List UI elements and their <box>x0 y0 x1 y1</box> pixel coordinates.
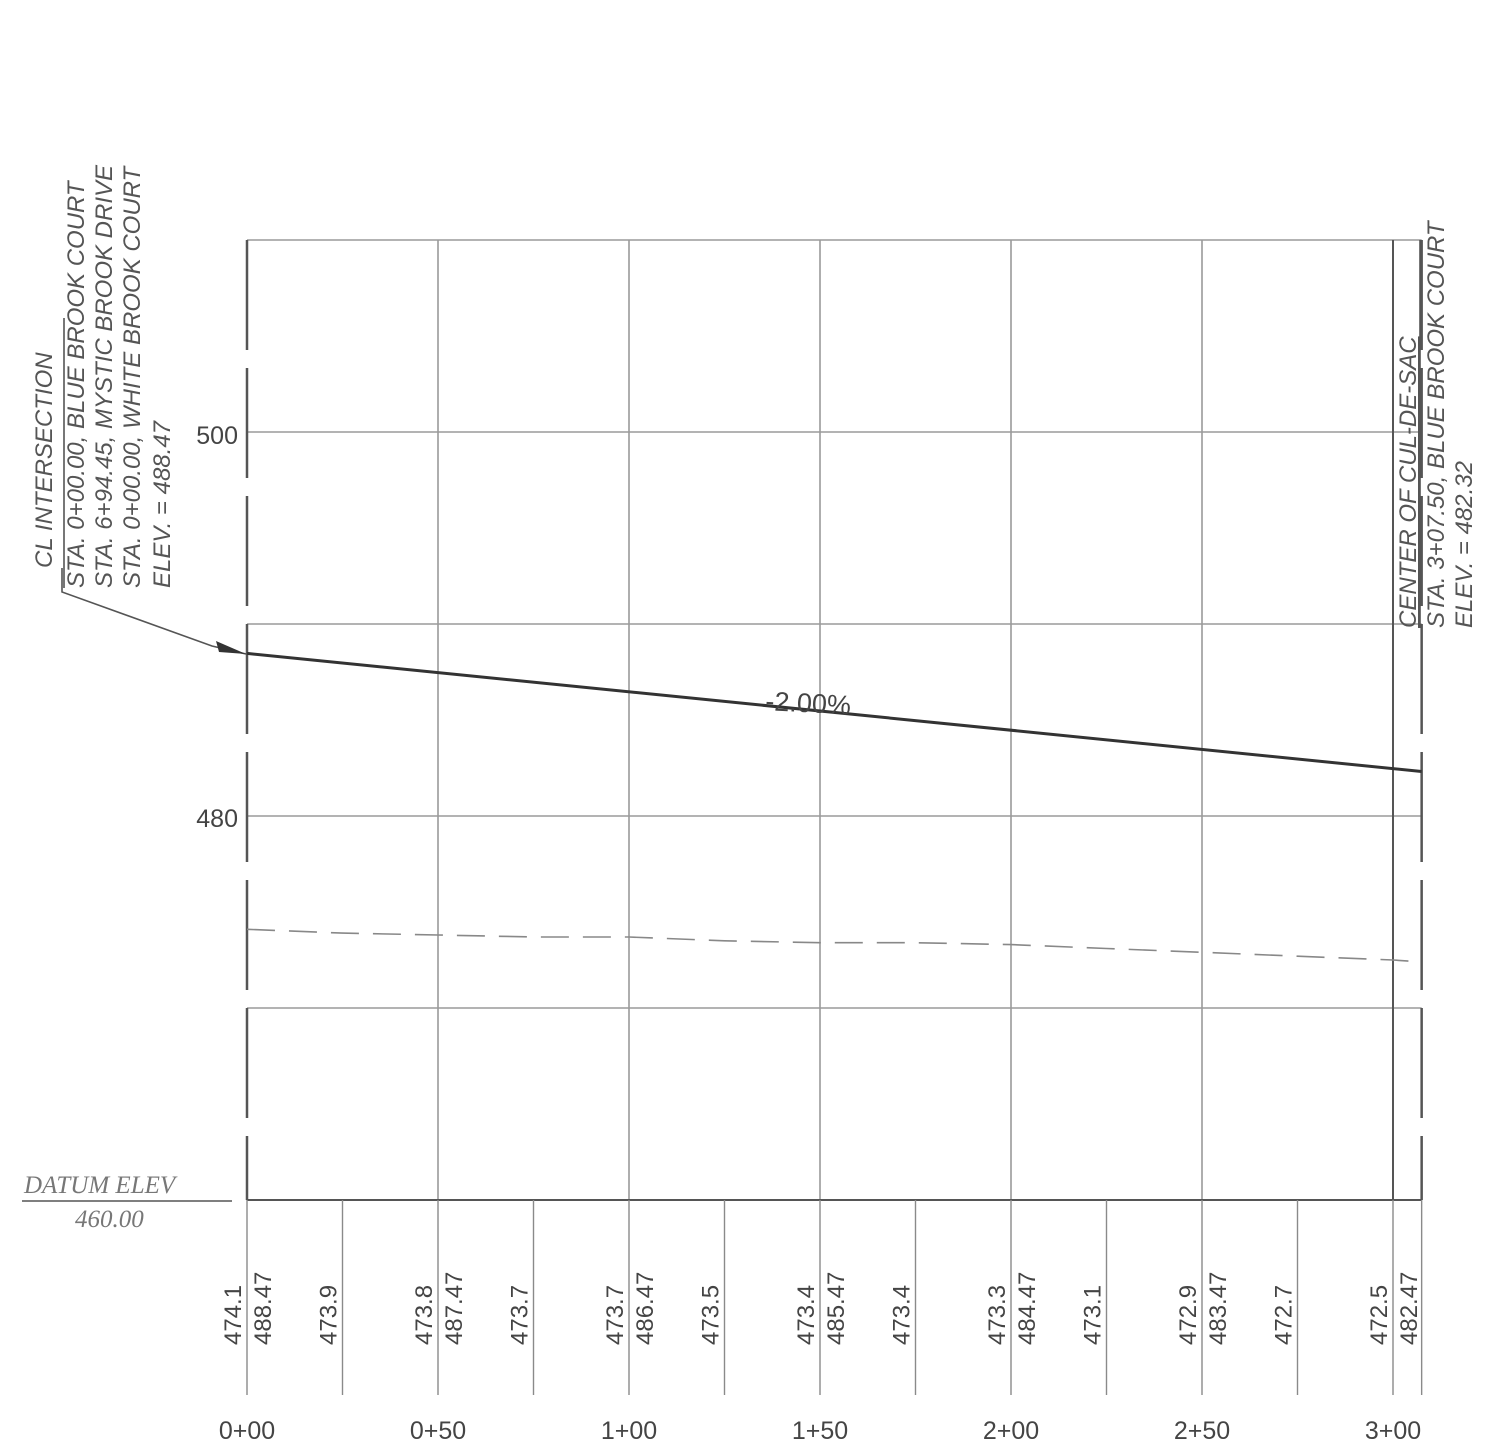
right-callout-line: ELEV. = 482.32 <box>1451 461 1478 628</box>
proposed-elevation-value: 486.47 <box>632 1272 659 1345</box>
existing-elevation-value: 473.7 <box>507 1285 534 1345</box>
elev-tick-500: 500 <box>196 422 238 450</box>
proposed-grade-line <box>246 651 1422 773</box>
existing-elevation-value: 473.9 <box>316 1285 343 1345</box>
existing-ground-line <box>246 928 1422 963</box>
existing-elevation-value: 473.7 <box>602 1285 629 1345</box>
station-label: 0+00 <box>219 1417 275 1445</box>
proposed-elevation-value: 485.47 <box>823 1272 850 1345</box>
station-axis: 0+00 0+50 1+00 1+50 2+00 2+50 3+00 <box>219 1417 1421 1445</box>
existing-ground-path <box>246 928 1422 963</box>
existing-elevation-value: 473.5 <box>698 1285 725 1345</box>
existing-elevation-value: 473.3 <box>984 1285 1011 1345</box>
existing-elevation-value: 473.4 <box>793 1285 820 1345</box>
datum-label: DATUM ELEV <box>23 1172 178 1199</box>
profile-grid <box>245 239 1423 1201</box>
existing-elevation-value: 473.1 <box>1080 1285 1107 1345</box>
proposed-elevation-value: 483.47 <box>1205 1272 1232 1345</box>
proposed-elevation-value: 487.47 <box>441 1272 468 1345</box>
right-callout-title: CENTER OF CUL-DE-SAC <box>1395 336 1422 628</box>
station-label: 1+00 <box>601 1417 657 1445</box>
left-callout-title: CL INTERSECTION <box>31 352 58 568</box>
left-callout-line: STA. 6+94.45, MYSTIC BROOK DRIVE <box>91 164 118 588</box>
right-callout: CENTER OF CUL-DE-SAC STA. 3+07.50, BLUE … <box>1395 219 1478 628</box>
proposed-elevation-value: 488.47 <box>250 1272 277 1345</box>
existing-elevation-value: 473.4 <box>889 1285 916 1345</box>
proposed-grade-path <box>246 651 1422 773</box>
proposed-elevation-value: 482.47 <box>1396 1272 1423 1345</box>
station-label: 2+00 <box>983 1417 1039 1445</box>
left-callout-arrowhead <box>216 641 246 654</box>
left-callout-line: ELEV. = 488.47 <box>149 419 176 588</box>
elevation-table: 474.1 473.9 473.8 473.7 473.7 473.5 473.4 473.4… <box>220 1200 1423 1395</box>
left-callout: CL INTERSECTION STA. 0+00.00, BLUE BROOK… <box>31 164 247 655</box>
left-callout-line: STA. 0+00.00, BLUE BROOK COURT <box>63 179 90 588</box>
existing-elevation-value: 472.7 <box>1271 1285 1298 1345</box>
existing-elevation-value: 472.5 <box>1366 1285 1393 1345</box>
left-callout-line: STA. 0+00.00, WHITE BROOK COURT <box>119 164 146 588</box>
station-label: 0+50 <box>410 1417 466 1445</box>
right-callout-line: STA. 3+07.50, BLUE BROOK COURT <box>1423 219 1450 628</box>
station-label: 3+00 <box>1365 1417 1421 1445</box>
datum-value: 460.00 <box>75 1206 144 1233</box>
existing-elevation-value: 473.8 <box>411 1285 438 1345</box>
proposed-elevation-value: 484.47 <box>1014 1272 1041 1345</box>
existing-elevation-value: 474.1 <box>220 1285 247 1345</box>
elev-tick-480: 480 <box>196 805 238 833</box>
station-label: 1+50 <box>792 1417 848 1445</box>
grade-label: -2.00% <box>765 686 852 720</box>
station-label: 2+50 <box>1174 1417 1230 1445</box>
existing-elevation-value: 472.9 <box>1175 1285 1202 1345</box>
